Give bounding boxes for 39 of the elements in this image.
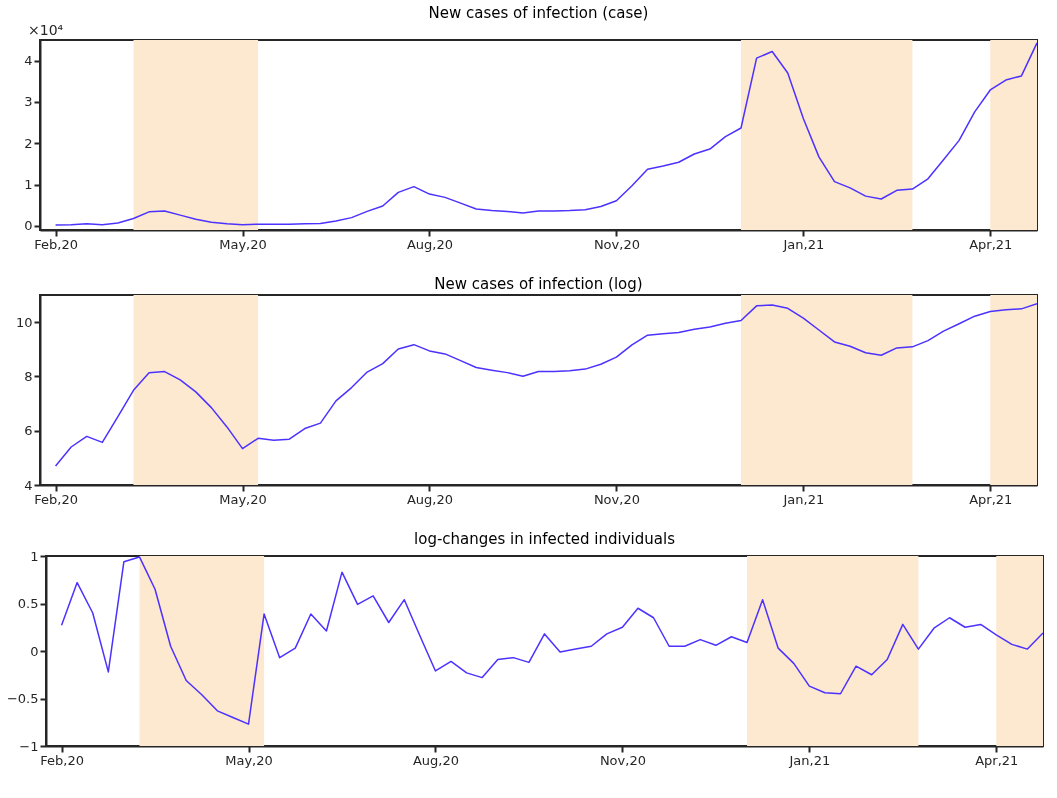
y-tick-label: 3 <box>24 94 33 110</box>
x-tick-label: Feb,20 <box>40 752 84 768</box>
y-tick-label: −1 <box>19 738 39 754</box>
chart-title: log-changes in infected individuals <box>414 530 676 548</box>
y-tick-label: 0 <box>24 218 33 234</box>
y-tick-label: 10 <box>15 314 33 330</box>
x-tick-label: Jan,21 <box>788 752 831 768</box>
y-tick-label: 0 <box>30 643 39 659</box>
y-tick-label: 1 <box>30 548 39 564</box>
y-tick-label: 6 <box>24 423 33 439</box>
x-tick-label: Apr,21 <box>969 236 1013 252</box>
x-tick-label: Apr,21 <box>969 491 1013 507</box>
x-tick-label: Aug,20 <box>406 236 453 252</box>
x-tick-label: Apr,21 <box>975 752 1019 768</box>
y-tick-label: 2 <box>24 135 33 151</box>
y-tick-label: 4 <box>24 53 33 69</box>
x-tick-label: Aug,20 <box>412 752 459 768</box>
x-tick-label: Aug,20 <box>406 491 453 507</box>
x-tick-label: May,20 <box>225 752 273 768</box>
x-tick-label: Feb,20 <box>34 236 78 252</box>
line-series <box>54 42 1037 226</box>
x-tick-label: Jan,21 <box>782 236 825 252</box>
chart-title: New cases of infection (log) <box>434 275 643 293</box>
line-series <box>60 556 1043 725</box>
x-tick-label: Nov,20 <box>593 491 640 507</box>
x-tick-label: Jan,21 <box>782 491 825 507</box>
x-tick-label: Nov,20 <box>599 752 646 768</box>
x-tick-label: May,20 <box>219 491 267 507</box>
y-tick-label: 0.5 <box>17 596 39 611</box>
y-tick-label: 8 <box>24 368 33 384</box>
line-series <box>54 302 1037 467</box>
text: ×10⁴ <box>28 22 64 38</box>
y-tick-label: 4 <box>24 477 33 493</box>
chart-title: New cases of infection (case) <box>428 4 649 22</box>
y-tick-label: 1 <box>24 177 33 193</box>
x-tick-label: Nov,20 <box>593 236 640 252</box>
x-tick-label: May,20 <box>219 236 267 252</box>
x-tick-label: Feb,20 <box>34 491 78 507</box>
y-tick-label: −0.5 <box>6 691 39 706</box>
